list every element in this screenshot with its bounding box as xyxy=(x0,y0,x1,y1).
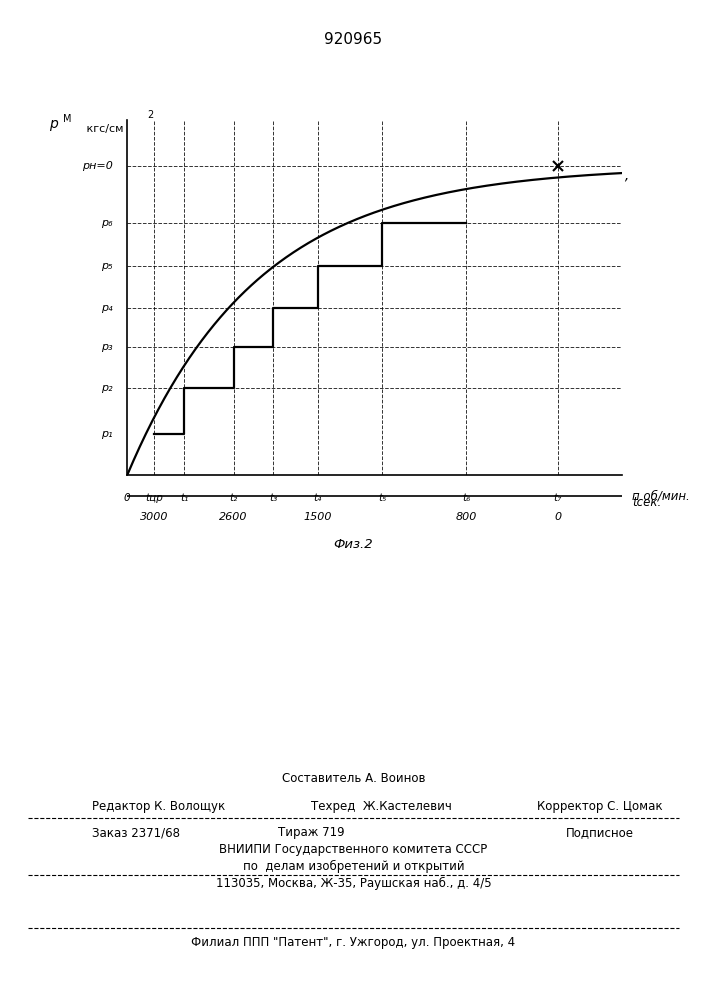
Text: ’: ’ xyxy=(622,177,626,191)
Text: t₇: t₇ xyxy=(554,493,562,503)
Text: Составитель А. Воинов: Составитель А. Воинов xyxy=(282,772,425,785)
Text: Филиал ППП "Патент", г. Ужгород, ул. Проектная, 4: Филиал ППП "Патент", г. Ужгород, ул. Про… xyxy=(192,936,515,949)
Text: по  делам изобретений и открытий: по делам изобретений и открытий xyxy=(243,860,464,873)
Text: t₆: t₆ xyxy=(462,493,470,503)
Text: кгс/см: кгс/см xyxy=(83,124,123,134)
Text: Подписное: Подписное xyxy=(566,826,633,839)
Text: 0: 0 xyxy=(124,493,131,503)
Text: 2: 2 xyxy=(147,110,153,120)
Text: t₁: t₁ xyxy=(180,493,188,503)
Text: Тираж 719: Тираж 719 xyxy=(278,826,344,839)
Text: р₁: р₁ xyxy=(101,429,112,439)
Text: 3000: 3000 xyxy=(140,512,169,522)
Text: р₄: р₄ xyxy=(101,303,112,313)
Text: 1500: 1500 xyxy=(303,512,332,522)
Text: п об/мин.: п об/мин. xyxy=(632,489,690,502)
Text: р₆: р₆ xyxy=(101,218,112,228)
Text: р₃: р₃ xyxy=(101,342,112,352)
Text: Заказ 2371/68: Заказ 2371/68 xyxy=(92,826,180,839)
Text: рн=0: рн=0 xyxy=(81,161,112,171)
Text: tсек.: tсек. xyxy=(632,496,661,509)
Text: tцр: tцр xyxy=(146,493,163,503)
Text: Физ.2: Физ.2 xyxy=(334,538,373,551)
Text: Корректор С. Цомак: Корректор С. Цомак xyxy=(537,800,663,813)
Text: ВНИИПИ Государственного комитета СССР: ВНИИПИ Государственного комитета СССР xyxy=(219,843,488,856)
Text: 2600: 2600 xyxy=(219,512,248,522)
Text: М: М xyxy=(63,114,71,124)
Text: 800: 800 xyxy=(455,512,477,522)
Text: t₂: t₂ xyxy=(230,493,238,503)
Text: Редактор К. Волощук: Редактор К. Волощук xyxy=(92,800,225,813)
Text: р: р xyxy=(49,117,58,131)
Text: р₅: р₅ xyxy=(101,261,112,271)
Text: р₂: р₂ xyxy=(101,383,112,393)
Text: 920965: 920965 xyxy=(325,32,382,47)
Text: t₅: t₅ xyxy=(378,493,386,503)
Text: Техред  Ж.Кастелевич: Техред Ж.Кастелевич xyxy=(311,800,452,813)
Text: 0: 0 xyxy=(554,512,561,522)
Text: t₄: t₄ xyxy=(314,493,322,503)
Text: t₃: t₃ xyxy=(269,493,277,503)
Text: 113035, Москва, Ж-35, Раушская наб., д. 4/5: 113035, Москва, Ж-35, Раушская наб., д. … xyxy=(216,877,491,890)
